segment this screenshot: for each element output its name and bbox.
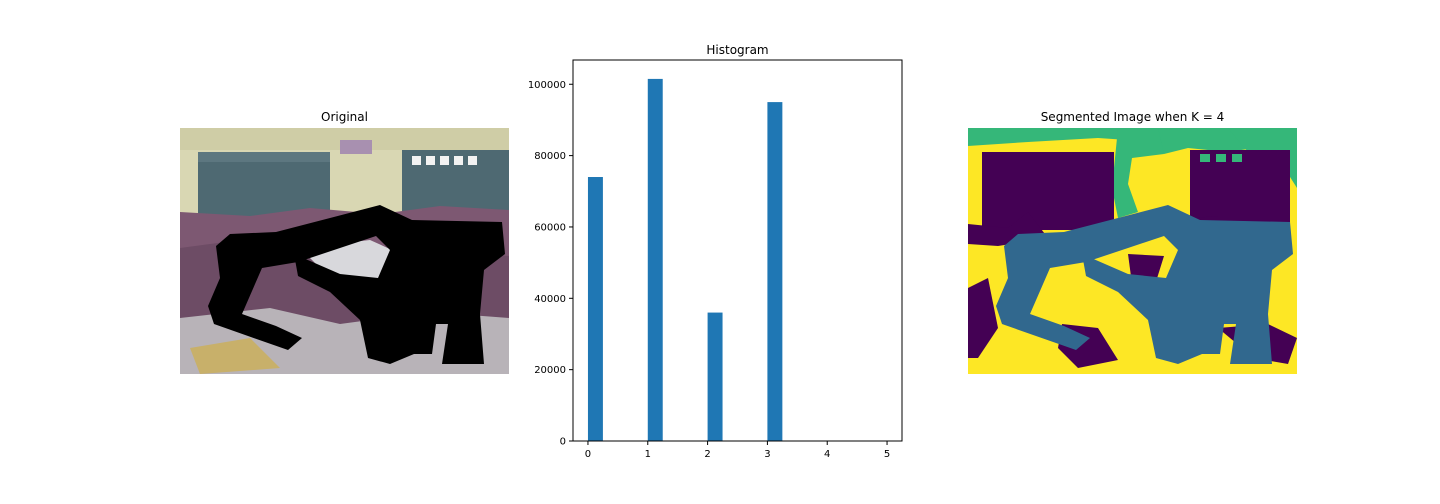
histogram-svg: Histogram 0 20000 40000 60000 80000 100000 0 1… [528,43,903,460]
histogram-chart: Histogram 0 20000 40000 60000 80000 100000 0 1… [520,36,920,466]
x-tick-label: 2 [704,449,710,460]
plot-frame [572,59,903,442]
x-tick-label: 3 [764,449,770,460]
y-tick-label: 100000 [528,80,566,91]
original-image [180,128,509,374]
original-title: Original [321,110,368,124]
y-tick-label: 40000 [534,294,566,305]
y-tick-label: 20000 [534,365,566,376]
y-tick-label: 60000 [534,222,566,233]
x-tick-label: 5 [884,449,890,460]
segmented-image [968,128,1297,374]
x-tick-label: 1 [645,449,651,460]
bar-1 [647,78,663,442]
x-tick-label: 0 [585,449,591,460]
x-axis: 0 1 2 3 4 5 [585,441,890,460]
x-tick-label: 4 [824,449,830,460]
seg-right-door [1190,150,1290,230]
mask-shape [208,205,505,364]
y-tick-label: 0 [560,437,566,448]
seg-left-door [982,152,1114,230]
bars-group [587,78,783,442]
chart-title: Histogram [706,43,768,57]
bar-3 [767,102,783,441]
y-axis: 0 20000 40000 60000 80000 100000 [528,80,573,448]
y-tick-label: 80000 [534,151,566,162]
segmented-title: Segmented Image when K = 4 [1040,110,1225,124]
bar-0 [587,177,603,441]
bar-2 [707,312,723,441]
seg-shape [996,205,1293,364]
